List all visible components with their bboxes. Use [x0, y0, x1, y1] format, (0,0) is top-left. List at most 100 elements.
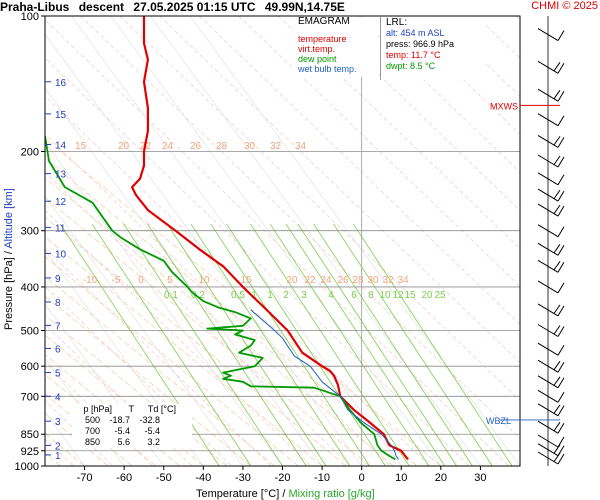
table-header: p [hPa] [83, 404, 112, 414]
dry-adiabat-line [357, 16, 520, 173]
y-tick-label: 200 [21, 146, 39, 158]
wind-barb [537, 359, 565, 373]
wind-barb-feather [553, 404, 561, 414]
legend-item-wet-bulb: wet bulb temp. [298, 64, 357, 74]
moist-adiabat-line [45, 334, 204, 466]
isotherm-line [71, 16, 402, 466]
dry-adiabat-line [119, 16, 520, 402]
dry-adiabat-line [476, 16, 520, 59]
mixing-ratio-line [313, 223, 473, 466]
mixing-ratio-label: 8 [368, 290, 374, 301]
altitude-tick-label: 4 [55, 392, 61, 403]
x-tick-label: -60 [116, 472, 132, 484]
wind-barb [537, 224, 565, 238]
wind-barb-feather [557, 453, 565, 465]
copyright-label: CHMI © 2025 [531, 0, 598, 12]
lrl-title: LRL: [386, 17, 408, 28]
wind-barb-feather [553, 452, 561, 462]
adiabat-label: -5 [112, 275, 121, 286]
wind-barb-feather [557, 137, 565, 148]
mixing-ratio-line [147, 223, 307, 466]
wind-barb-feather [553, 89, 561, 100]
summary-table: p [hPa] T Td [°C] 500 -18.7 -32.8 700 -5… [72, 404, 192, 448]
isotherm-line [45, 87, 323, 466]
dry-adiabat-line [278, 16, 520, 249]
chart-header: Praha-Libus descent 27.05.2025 01:15 UTC… [0, 0, 351, 16]
mixing-ratio-line [285, 223, 446, 466]
adiabat-label: 22 [304, 275, 316, 286]
dry-adiabat-line [436, 16, 520, 97]
table-cell: 700 [84, 426, 100, 436]
x-tick-label: -50 [156, 472, 172, 484]
table-cell: 850 [84, 437, 100, 447]
dry-adiabat-line [45, 133, 391, 466]
wind-barb-feather [557, 63, 565, 74]
moist-adiabat-line [45, 138, 442, 466]
wind-barb-feather [553, 304, 561, 314]
dry-adiabat-line [515, 16, 520, 21]
wind-barb-feather [557, 392, 565, 403]
y-tick-label: 500 [21, 326, 39, 338]
mixing-ratio-label: 12 [392, 290, 404, 301]
wind-barb-feather [553, 244, 561, 254]
isotherm-line [189, 16, 520, 466]
wind-barb-feather [557, 361, 565, 373]
series-line-dew-point [45, 136, 396, 461]
mixing-ratio-line [166, 223, 327, 466]
mixing-ratio-label: 15 [404, 290, 416, 301]
moist-adiabat-line [45, 373, 157, 466]
legend-item-virt-temp: virt.temp. [298, 44, 336, 54]
wind-barb [537, 259, 565, 273]
mixing-ratio-label: 0.1 [164, 290, 178, 301]
wind-barb [537, 303, 565, 317]
dry-adiabat-line [45, 57, 470, 466]
wind-barb-feather [557, 90, 565, 102]
wind-barb-shaft [537, 303, 559, 317]
station-name: Praha-Libus [0, 0, 70, 14]
axes: -70 -60 -50 -40 -30 -20 -10 0 10 20 30100200300400… [3, 11, 521, 500]
wind-barb-feather [557, 174, 565, 186]
moist-adiabat-line [45, 314, 228, 466]
sounding-series [45, 16, 409, 461]
wind-barb-feather [553, 325, 561, 335]
wind-barb-feather [557, 305, 565, 317]
isotherm-line [45, 195, 244, 466]
moist-adiabat-line [45, 157, 418, 466]
table-header: T [128, 404, 135, 414]
sounding-datetime: 27.05.2025 01:15 UTC [133, 0, 256, 14]
mixing-ratio-label: 2 [283, 290, 289, 301]
moist-adiabat-line [45, 256, 299, 466]
y-axis-title: Pressure [hPa] / Altitude [km] [3, 188, 15, 330]
lrl-press: press: 966.9 hPa [386, 39, 455, 49]
dry-adiabat-line [45, 19, 510, 466]
x-tick-label: -20 [275, 472, 291, 484]
dry-adiabat-line [238, 16, 520, 287]
adiabat-label: 0 [138, 275, 144, 286]
moist-adiabat-line [45, 275, 275, 466]
mixing-ratio-label: 10 [379, 290, 391, 301]
wind-barb-shaft [537, 224, 559, 238]
altitude-tick-label: 5 [55, 369, 61, 380]
adiabat-label: -10 [83, 275, 98, 286]
dry-adiabat-line [198, 16, 520, 325]
wind-barb-feather [553, 421, 561, 432]
adiabat-label: 32 [382, 275, 394, 286]
adiabat-label: 28 [216, 141, 228, 152]
table-cell: -32.8 [139, 415, 160, 425]
x-tick-label: 10 [395, 472, 407, 484]
wind-barb [537, 342, 565, 356]
wind-barb-feather [557, 326, 565, 337]
wind-barb-shaft [537, 242, 559, 256]
dry-adiabat-line [396, 16, 520, 135]
wind-barb [537, 88, 565, 102]
wind-barb [537, 188, 565, 202]
y-tick-label: 925 [21, 446, 39, 458]
mixing-ratio-line [269, 223, 430, 466]
altitude-tick-label: 12 [55, 197, 67, 208]
x-tick-label: 0 [359, 472, 365, 484]
lrl-alt: alt: 454 m ASL [386, 28, 445, 38]
wind-barb-shaft [537, 451, 559, 465]
isotherm-line [150, 16, 481, 466]
legend-item-temperature: temperature [298, 34, 347, 44]
wind-barb-feather [553, 360, 561, 371]
